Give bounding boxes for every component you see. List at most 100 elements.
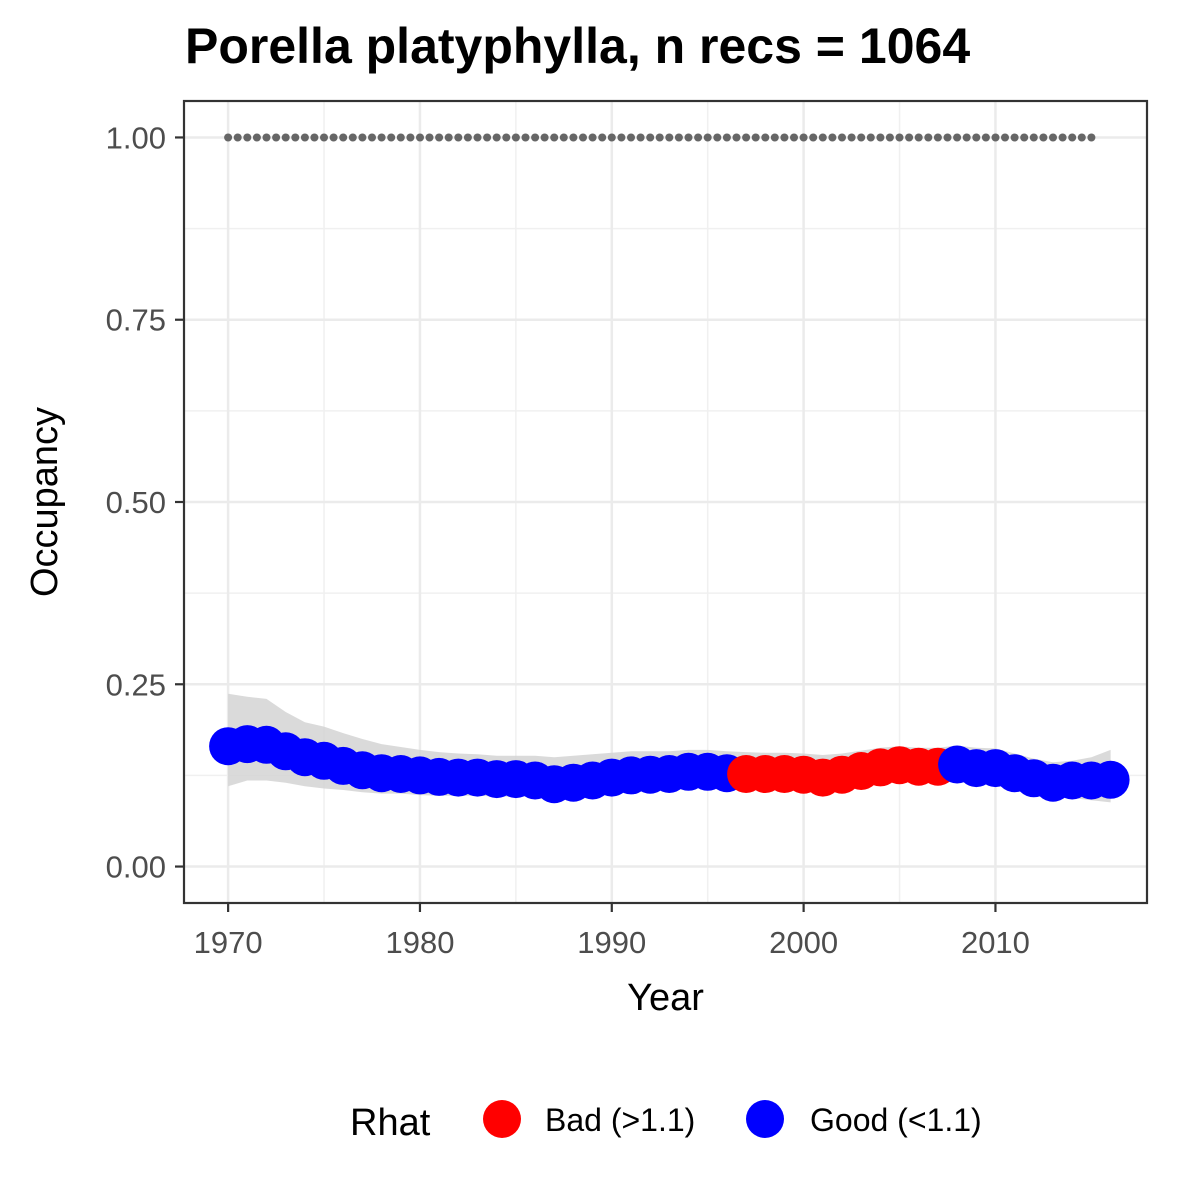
reference-dot <box>866 133 875 142</box>
reference-dot <box>511 133 520 142</box>
legend: Rhat Bad (>1.1) Good (<1.1) <box>350 1100 982 1144</box>
reference-dot <box>387 133 396 142</box>
reference-dot <box>924 133 933 142</box>
reference-dot <box>981 133 990 142</box>
reference-dot <box>703 133 712 142</box>
reference-dot <box>991 133 1000 142</box>
reference-dot <box>790 133 798 142</box>
reference-dot <box>838 133 846 142</box>
y-tick-label: 0.25 <box>106 667 166 702</box>
reference-dot <box>444 133 453 142</box>
reference-dot <box>425 133 434 142</box>
reference-dot <box>828 133 837 142</box>
reference-dot <box>742 133 751 142</box>
reference-dot <box>799 133 808 142</box>
reference-dot <box>550 133 559 142</box>
reference-dot <box>885 133 894 142</box>
reference-dot <box>559 133 568 142</box>
y-tick-label: 0.00 <box>106 850 166 885</box>
reference-dot <box>953 133 962 142</box>
reference-dot <box>291 133 300 142</box>
reference-dot <box>895 133 904 142</box>
y-tick-label: 0.75 <box>106 303 166 338</box>
x-axis-label: Year <box>627 977 704 1019</box>
legend-key-good <box>746 1100 784 1138</box>
y-axis: 0.00 0.25 0.50 0.75 1.00 <box>106 120 184 885</box>
reference-dot <box>502 133 511 142</box>
reference-dot <box>847 133 856 142</box>
reference-dot <box>1020 133 1029 142</box>
reference-dot <box>588 133 597 142</box>
reference-dot <box>233 133 242 142</box>
reference-dot <box>358 133 367 142</box>
reference-dot <box>262 133 271 142</box>
reference-dot <box>473 133 482 142</box>
reference-dot <box>1001 133 1009 142</box>
reference-dot <box>1029 133 1038 142</box>
reference-dot <box>809 133 818 142</box>
x-tick-label: 1990 <box>577 925 646 960</box>
reference-dot <box>310 133 319 142</box>
y-tick-label: 1.00 <box>106 120 166 155</box>
reference-dot <box>300 133 309 142</box>
reference-dot <box>732 133 741 142</box>
reference-dot <box>463 133 472 142</box>
reference-dot <box>224 133 233 142</box>
reference-dot <box>694 133 703 142</box>
reference-dot <box>665 133 674 142</box>
reference-dot <box>243 133 252 142</box>
x-axis: 1970 1980 1990 2000 2010 <box>194 903 1030 960</box>
reference-dot <box>646 133 655 142</box>
occupancy-point-good <box>1091 760 1130 799</box>
legend-key-bad <box>483 1100 521 1138</box>
reference-dot <box>281 133 290 142</box>
legend-label-good: Good (<1.1) <box>810 1102 982 1138</box>
x-tick-label: 2010 <box>961 925 1030 960</box>
reference-dot <box>569 133 578 142</box>
reference-dot <box>329 133 338 142</box>
reference-dot <box>540 133 549 142</box>
chart-title: Porella platyphylla, n recs = 1064 <box>185 18 970 74</box>
reference-dot <box>454 133 463 142</box>
reference-dot <box>416 133 424 142</box>
x-tick-label: 2000 <box>769 925 838 960</box>
reference-dot <box>320 133 328 142</box>
reference-dot <box>531 133 540 142</box>
reference-dot <box>627 133 635 142</box>
reference-dot <box>962 133 971 142</box>
reference-dot <box>818 133 827 142</box>
reference-dot <box>1087 133 1096 142</box>
reference-dot <box>1058 133 1067 142</box>
reference-dot <box>521 133 530 142</box>
occupancy-points-layer <box>209 725 1130 804</box>
reference-dot <box>406 133 415 142</box>
reference-dot <box>1068 133 1077 142</box>
reference-dot <box>368 133 376 142</box>
reference-dot <box>857 133 866 142</box>
reference-dot <box>636 133 645 142</box>
legend-label-bad: Bad (>1.1) <box>545 1102 695 1138</box>
reference-dot <box>396 133 405 142</box>
reference-dot <box>348 133 357 142</box>
legend-title: Rhat <box>350 1102 431 1144</box>
reference-line-layer <box>224 133 1096 142</box>
reference-dot <box>483 133 492 142</box>
reference-dot <box>751 133 760 142</box>
reference-dot <box>1039 133 1048 142</box>
reference-dot <box>617 133 626 142</box>
reference-dot <box>684 133 693 142</box>
x-tick-label: 1970 <box>194 925 263 960</box>
reference-dot <box>780 133 789 142</box>
y-axis-label: Occupancy <box>24 407 66 597</box>
reference-dot <box>252 133 261 142</box>
reference-dot <box>933 133 942 142</box>
reference-dot <box>1049 133 1057 142</box>
reference-dot <box>972 133 981 142</box>
reference-dot <box>339 133 348 142</box>
x-tick-label: 1980 <box>385 925 454 960</box>
reference-dot <box>435 133 444 142</box>
reference-dot <box>1077 133 1086 142</box>
reference-dot <box>876 133 885 142</box>
reference-dot <box>492 133 501 142</box>
